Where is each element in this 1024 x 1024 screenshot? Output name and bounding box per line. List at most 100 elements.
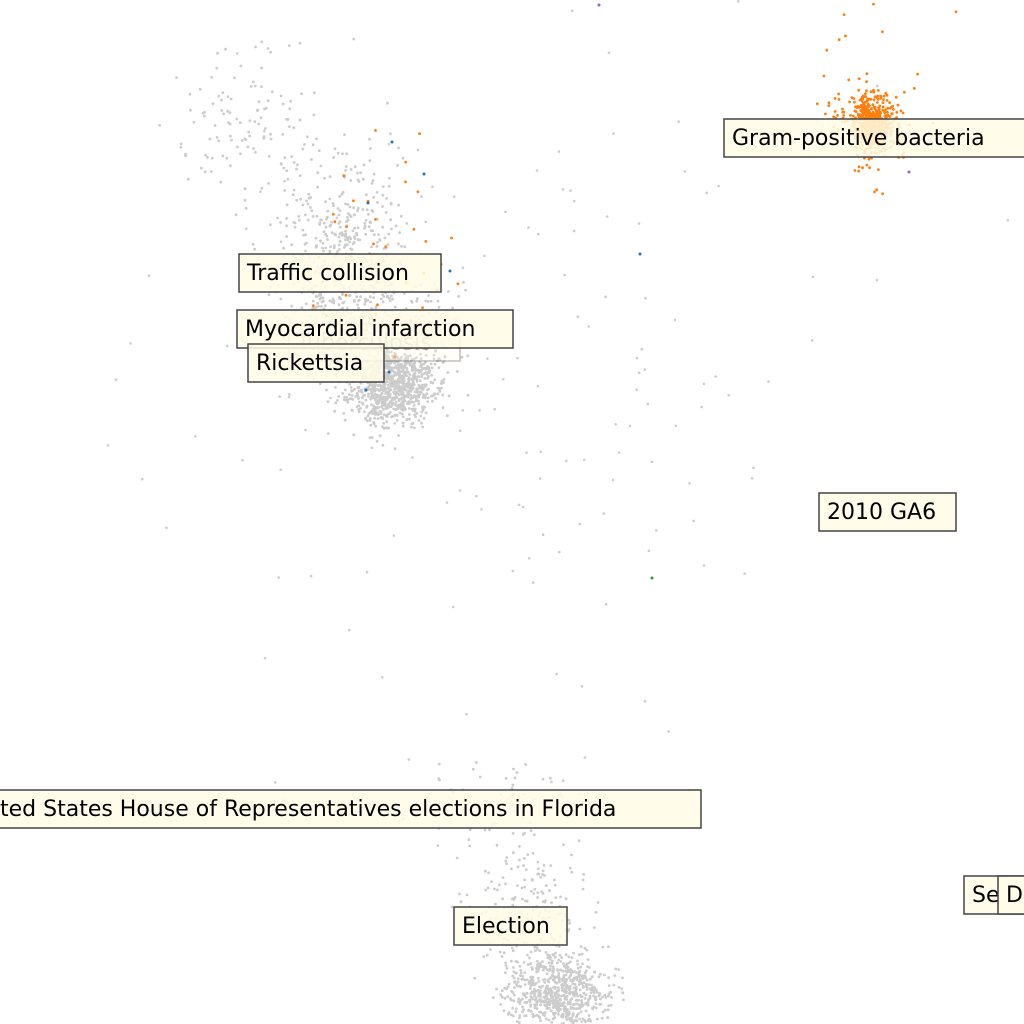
point: [357, 397, 360, 400]
point: [343, 395, 346, 399]
point: [546, 956, 550, 960]
point: [316, 171, 320, 175]
point: [405, 374, 408, 378]
point: [376, 303, 379, 307]
point: [604, 295, 607, 299]
point: [379, 416, 383, 419]
point: [412, 400, 416, 404]
point: [364, 300, 367, 303]
point: [552, 967, 555, 971]
point: [414, 397, 418, 401]
point: [536, 959, 539, 963]
point: [374, 129, 377, 132]
point: [298, 118, 302, 122]
point: [576, 315, 580, 319]
point: [419, 370, 422, 373]
point: [553, 994, 557, 998]
point: [872, 2, 875, 6]
point: [352, 240, 356, 244]
point: [702, 382, 706, 386]
point: [441, 393, 445, 397]
point: [559, 998, 563, 1002]
point: [872, 98, 876, 102]
point: [374, 399, 377, 402]
point: [899, 109, 903, 113]
point: [344, 202, 347, 206]
point: [357, 404, 361, 407]
point: [502, 951, 506, 955]
point: [345, 152, 348, 156]
point: [510, 787, 514, 790]
point: [674, 424, 678, 428]
point: [395, 360, 399, 364]
point: [584, 984, 588, 988]
point: [460, 355, 464, 359]
point: [346, 203, 350, 206]
point: [578, 1017, 582, 1021]
point: [557, 945, 561, 948]
point: [411, 456, 414, 459]
point: [514, 971, 518, 975]
point: [559, 895, 562, 899]
point: [365, 570, 369, 574]
point: [549, 968, 552, 972]
point: [401, 424, 405, 428]
point: [547, 989, 551, 993]
point: [523, 878, 527, 882]
point: [387, 184, 391, 188]
point: [304, 302, 308, 306]
point: [410, 407, 414, 411]
point: [295, 198, 298, 202]
point: [827, 104, 831, 108]
point: [557, 974, 560, 977]
point: [418, 386, 422, 390]
point: [387, 387, 391, 391]
label-text: D: [1006, 883, 1023, 908]
point: [495, 987, 498, 991]
point: [628, 424, 632, 428]
point: [403, 357, 407, 361]
point: [595, 991, 599, 994]
point: [322, 299, 325, 303]
point: [114, 378, 118, 382]
point: [441, 406, 445, 410]
point: [352, 37, 356, 41]
point: [279, 94, 283, 98]
point: [541, 1013, 545, 1016]
point: [357, 299, 360, 303]
point: [215, 66, 219, 70]
point: [866, 102, 870, 106]
point: [576, 966, 580, 970]
point: [313, 91, 316, 95]
point: [530, 966, 534, 969]
point: [847, 78, 851, 82]
point: [367, 225, 371, 229]
point: [328, 299, 332, 303]
point: [393, 447, 397, 451]
point: [408, 417, 411, 421]
point: [219, 180, 223, 184]
point: [267, 155, 271, 158]
point: [873, 190, 876, 194]
point: [407, 393, 411, 396]
point: [569, 189, 572, 192]
point: [531, 1012, 535, 1016]
label-box: [0, 789, 702, 829]
point: [575, 1002, 578, 1006]
point: [587, 983, 591, 986]
point: [890, 112, 894, 116]
point: [667, 730, 670, 733]
point: [350, 248, 354, 251]
point: [321, 246, 324, 250]
point: [564, 966, 568, 970]
point: [417, 402, 421, 406]
point: [385, 391, 388, 395]
point: [229, 97, 233, 101]
point: [436, 299, 440, 303]
point: [638, 252, 642, 256]
point: [418, 393, 422, 396]
point: [332, 244, 336, 248]
point: [564, 980, 568, 984]
point: [502, 1009, 506, 1013]
point: [646, 402, 650, 406]
